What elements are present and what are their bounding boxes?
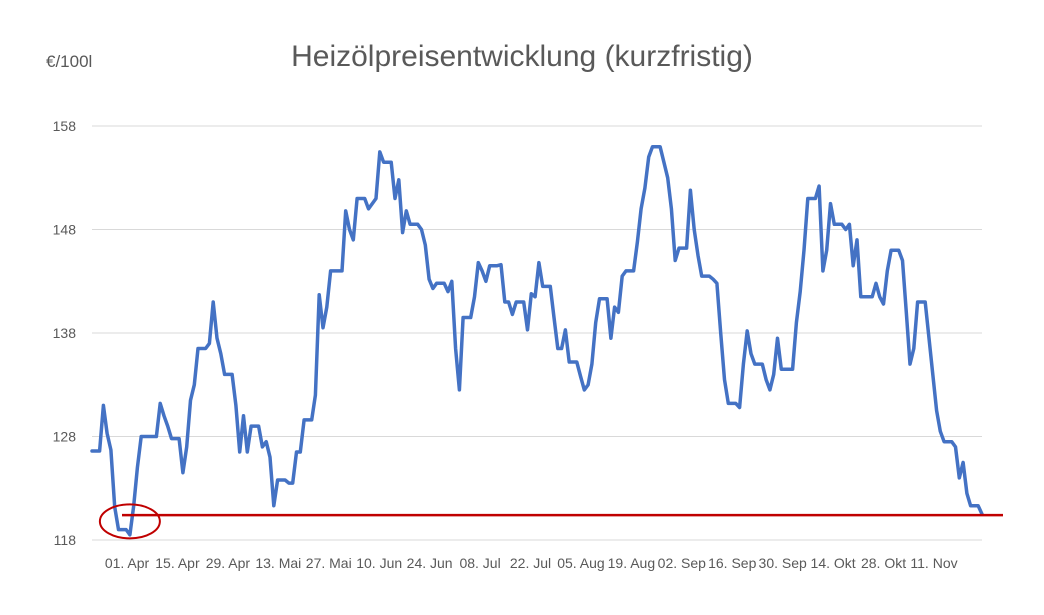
low-point-highlight-circle (98, 503, 161, 540)
x-tick-label: 10. Jun (356, 555, 402, 571)
y-tick-labels: 118 128 138 148 158 (53, 118, 77, 548)
y-tick-label: 128 (53, 429, 77, 445)
series-layer (90, 144, 984, 537)
y-tick-label: 148 (53, 222, 77, 238)
x-tick-label: 22. Jul (510, 555, 551, 571)
x-tick-label: 15. Apr (155, 555, 200, 571)
overlay-layer (98, 503, 1003, 540)
x-tick-label: 02. Sep (658, 555, 706, 571)
y-tick-label: 138 (53, 325, 77, 341)
y-tick-label: 158 (53, 118, 77, 134)
chart-title: Heizölpreisentwicklung (kurzfristig) (291, 40, 753, 73)
x-tick-label: 29. Apr (206, 555, 251, 571)
x-tick-label: 16. Sep (708, 555, 756, 571)
x-tick-label: 08. Jul (459, 555, 500, 571)
y-axis-unit-label: €/100l (46, 52, 93, 71)
x-tick-label: 14. Okt (811, 555, 856, 571)
x-tick-label: 01. Apr (105, 555, 150, 571)
x-tick-label: 05. Aug (557, 555, 605, 571)
x-tick-label: 24. Jun (407, 555, 453, 571)
x-tick-label: 30. Sep (759, 555, 807, 571)
x-tick-label: 19. Aug (608, 555, 656, 571)
gridlines (92, 125, 982, 541)
x-tick-label: 28. Okt (861, 555, 906, 571)
x-tick-label: 11. Nov (910, 555, 957, 571)
x-tick-label: 13. Mai (255, 555, 301, 571)
x-tick-label: 27. Mai (306, 555, 352, 571)
price-series-line (90, 144, 984, 537)
y-tick-label: 118 (54, 532, 77, 548)
x-tick-labels: 01. Apr 15. Apr 29. Apr 13. Mai 27. Mai 10. J… (105, 555, 958, 571)
